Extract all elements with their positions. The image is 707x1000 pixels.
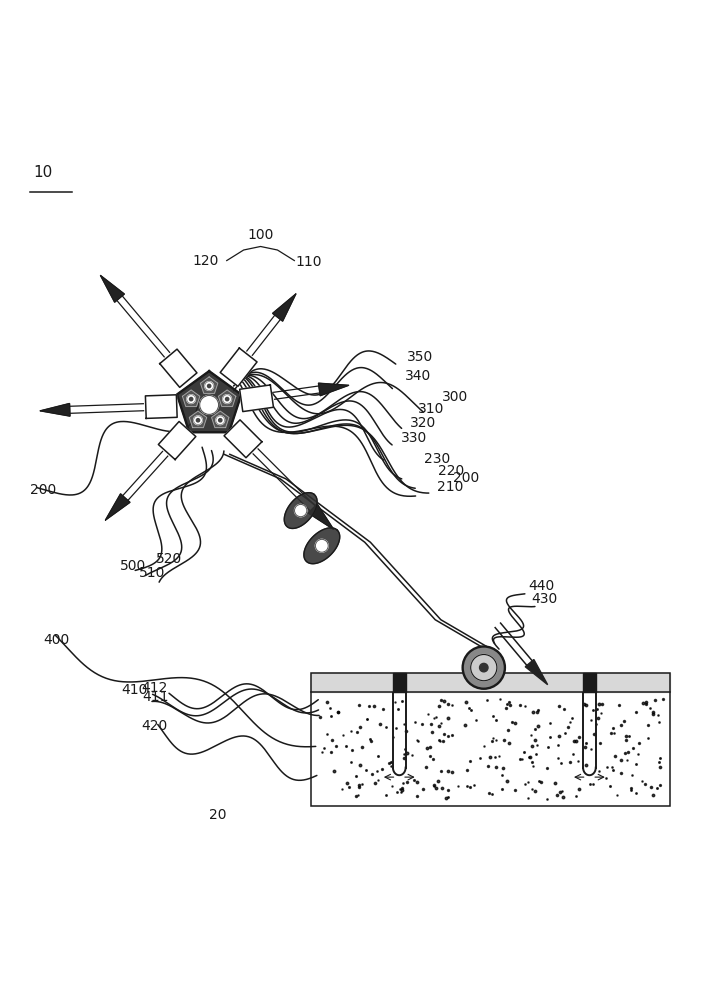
Circle shape [205,382,214,390]
Text: 400: 400 [44,633,70,647]
Polygon shape [304,528,340,564]
Text: 320: 320 [410,416,436,430]
Text: 350: 350 [407,350,433,364]
Text: 110: 110 [296,255,322,269]
Polygon shape [201,377,218,393]
Polygon shape [177,371,241,432]
Circle shape [207,384,211,388]
Text: 510: 510 [139,566,165,580]
Circle shape [479,663,488,672]
Text: 330: 330 [402,431,428,445]
Circle shape [315,539,328,552]
Text: 420: 420 [141,719,167,733]
Polygon shape [40,403,70,416]
Text: 520: 520 [156,552,182,566]
Circle shape [471,655,497,681]
Circle shape [226,397,229,401]
Text: 500: 500 [119,559,146,573]
Circle shape [218,419,222,422]
Polygon shape [211,411,229,428]
Polygon shape [218,390,236,406]
Text: 340: 340 [405,369,431,383]
Circle shape [462,646,505,689]
Polygon shape [308,504,334,529]
Polygon shape [160,349,197,387]
Circle shape [199,395,218,414]
Circle shape [197,419,199,422]
Text: 20: 20 [209,808,227,822]
Polygon shape [220,348,257,386]
Circle shape [223,395,231,403]
Polygon shape [189,411,206,428]
Circle shape [187,395,196,403]
Polygon shape [284,493,317,528]
Circle shape [189,397,193,401]
Text: 200: 200 [453,471,480,485]
Text: 10: 10 [33,165,52,180]
Text: 440: 440 [528,579,554,593]
Bar [311,673,670,806]
Text: 220: 220 [438,464,464,478]
Polygon shape [105,494,130,520]
Text: 411: 411 [142,690,169,704]
Text: 210: 210 [437,480,463,494]
Polygon shape [525,659,548,685]
Polygon shape [273,294,296,321]
Text: 230: 230 [424,452,450,466]
Circle shape [194,416,202,425]
Text: 120: 120 [192,254,218,268]
Polygon shape [393,673,406,692]
Polygon shape [240,385,274,412]
Circle shape [295,504,307,517]
Text: 430: 430 [531,592,557,606]
Text: 412: 412 [141,681,167,695]
Text: 300: 300 [442,390,468,404]
Polygon shape [583,673,596,692]
Text: 200: 200 [30,483,56,497]
Polygon shape [318,383,349,396]
Circle shape [216,416,225,425]
Polygon shape [100,275,124,302]
Polygon shape [224,420,262,458]
Text: 410: 410 [121,683,148,697]
Polygon shape [146,395,177,418]
Polygon shape [182,390,200,406]
Text: 310: 310 [419,402,445,416]
Polygon shape [158,421,196,460]
Polygon shape [311,673,670,692]
Text: 100: 100 [247,228,274,242]
